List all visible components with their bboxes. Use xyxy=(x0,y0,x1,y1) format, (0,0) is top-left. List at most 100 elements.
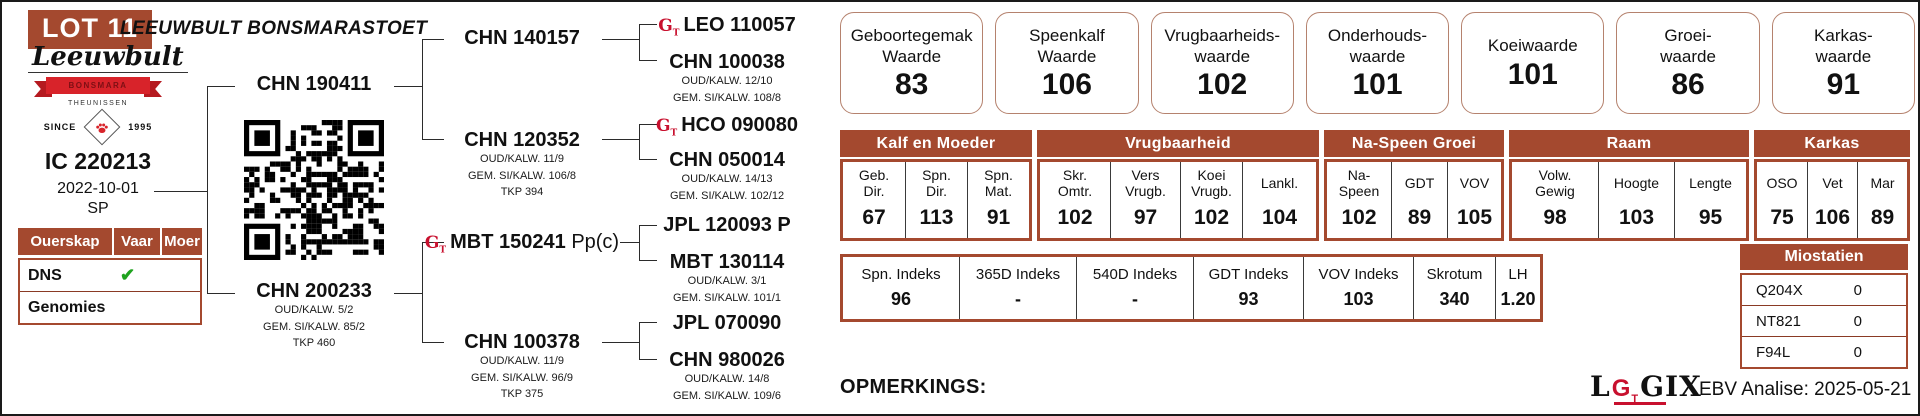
value-box-value: 101 xyxy=(1507,57,1558,91)
ebv-cell: Geb. Dir. 67 xyxy=(858,167,890,229)
pedigree-node-dam: CHN 200233 OUD/KALW. 5/2 GEM. SI/KALW. 8… xyxy=(239,281,389,352)
pedigree-connector-line xyxy=(207,86,208,293)
value-box-value: 86 xyxy=(1671,67,1705,101)
ebv-cell: Koei Vrugb. 102 xyxy=(1180,162,1242,238)
value-box-karkas: Karkas- waarde 91 xyxy=(1771,12,1915,114)
ouerskap-row-dns: DNS ✔ xyxy=(20,260,200,291)
subject-code: SP xyxy=(87,200,109,217)
animal-stat: TKP 394 xyxy=(500,186,544,198)
pedigree-connector-line xyxy=(394,293,422,294)
pedigree-node: CHN 100038 OUD/KALW. 12/10 GEM. SI/KALW.… xyxy=(642,52,812,106)
pedigree-connector-line xyxy=(422,242,423,342)
pedigree-connector-line xyxy=(207,86,235,87)
pedigree-node: CHN 980026 OUD/KALW. 14/8 GEM. SI/KALW. … xyxy=(642,350,812,404)
since-year: 1995 xyxy=(128,122,153,132)
value-box-label: Vrugbaarheids- waarde xyxy=(1164,26,1280,66)
pedigree-connector-line xyxy=(639,322,657,323)
value-box-value: 101 xyxy=(1352,67,1403,101)
value-box-geboortegemak: Geboortegemak Waarde 83 xyxy=(840,12,984,114)
pedigree-connector-line xyxy=(207,293,235,294)
pedigree-node-dam-dam: CHN 100378 OUD/KALW. 11/9 GEM. SI/KALW. … xyxy=(447,332,597,403)
indeks-cell: GDT Indeks 93 xyxy=(1193,257,1303,319)
animal-id: CHN 980026 xyxy=(669,349,785,371)
pedigree-connector-line xyxy=(639,24,640,60)
pedigree-connector-line xyxy=(422,39,423,139)
animal-id: CHN 100038 xyxy=(669,51,785,73)
pedigree-connector-line xyxy=(639,124,657,125)
ebv-cell: Spn. Dir. 113 xyxy=(905,162,967,238)
ebv-group-header: Karkas xyxy=(1754,130,1910,157)
animal-id: JPL 120093 P xyxy=(663,214,791,236)
indeks-cell: Skrotum 340 xyxy=(1413,257,1495,319)
animal-stat: OUD/KALW. 14/8 xyxy=(684,373,770,385)
ebv-group-header: Vrugbaarheid xyxy=(1037,130,1319,157)
pedigree-node-dam-sire: GT MBT 150241 Pp(c) xyxy=(422,232,622,256)
animal-id: GT MBT 150241 Pp(c) xyxy=(424,231,620,256)
pedigree-node: GT HCO 090080 xyxy=(642,115,812,139)
animal-stat: OUD/KALW. 3/1 xyxy=(687,275,767,287)
since-label: SINCE xyxy=(43,122,77,132)
animal-id: CHN 140157 xyxy=(464,27,580,49)
value-box-koei: Koeiwaarde 101 xyxy=(1461,12,1605,114)
pedigree-connector-line xyxy=(639,260,657,261)
paw-icon xyxy=(96,122,109,133)
gt-genomic-icon: GT xyxy=(424,233,447,256)
animal-id: GT HCO 090080 xyxy=(656,114,798,139)
pedigree-connector-line xyxy=(422,242,444,243)
miostatien-header: Miostatien xyxy=(1740,244,1908,270)
value-box-label: Onderhouds- waarde xyxy=(1327,26,1428,66)
value-box-label: Speenkalf Waarde xyxy=(1029,26,1105,66)
pedigree-connector-line xyxy=(422,139,444,140)
animal-stat: GEM. SI/KALW. 96/9 xyxy=(471,371,573,384)
value-box-onderhoud: Onderhouds- waarde 101 xyxy=(1305,12,1450,114)
animal-id: JPL 070090 xyxy=(672,312,782,334)
animal-id: GT LEO 110057 xyxy=(658,14,796,39)
pedigree-connector-line xyxy=(639,124,640,159)
pedigree-node: JPL 120093 P xyxy=(642,215,812,236)
subject-birth-date: 2022-10-01 xyxy=(57,180,139,197)
indeks-cell: Spn. Indeks 96 xyxy=(861,266,941,309)
farm-logo-script: Leeuwbult xyxy=(28,44,188,73)
value-box-label: Koeiwaarde xyxy=(1487,36,1578,56)
genomies-label: Genomies xyxy=(28,298,106,316)
animal-stat: OUD/KALW. 5/2 xyxy=(274,304,354,316)
dns-check-icon: ✔ xyxy=(120,265,136,285)
miostatien-row: F94L 0 xyxy=(1742,336,1906,367)
animal-stat: GEM. SI/KALW. 101/1 xyxy=(672,291,781,304)
pedigree-connector-line xyxy=(639,159,657,160)
ebv-cell: Skr. Omtr. 102 xyxy=(1057,167,1093,229)
opmerkings-label: OPMERKINGS: xyxy=(840,376,987,398)
ebv-cell: GDT 89 xyxy=(1391,162,1447,238)
ebv-group-body: OSO 75 Vet 106 Mar 89 xyxy=(1754,159,1910,241)
animal-stat: GEM. SI/KALW. 109/6 xyxy=(672,389,781,402)
pedigree-node-sire: CHN 190411 xyxy=(239,74,389,95)
pedigree-connector-line xyxy=(602,342,639,343)
animal-id: CHN 120352 xyxy=(464,129,580,151)
pedigree-node-sire-sire: CHN 140157 xyxy=(447,28,597,49)
ebv-group-header: Raam xyxy=(1509,130,1749,157)
ebv-cell: Na- Speen 102 xyxy=(1338,167,1380,229)
ebv-group-na-speen-groei: Na-Speen Groei Na- Speen 102 GDT 89 VOV 105 xyxy=(1324,130,1504,241)
pedigree-node: JPL 070090 xyxy=(642,313,812,334)
logo-ribbon-subtext: THEUNISSEN xyxy=(67,100,129,107)
animal-stat: OUD/KALW. 14/13 xyxy=(681,173,773,185)
ebv-cell: VOV 105 xyxy=(1447,162,1501,238)
ebv-analise-date: EBV Analise: 2025-05-21 xyxy=(1699,379,1912,400)
ebv-cell: OSO 75 xyxy=(1766,175,1798,229)
gt-genomic-icon: GT xyxy=(658,16,680,39)
value-box-speenkalf: Speenkalf Waarde 106 xyxy=(995,12,1139,114)
pedigree-connector-line xyxy=(602,139,639,140)
ebv-group-body: Skr. Omtr. 102 Vers Vrugb. 97 Koei Vrugb. 1… xyxy=(1037,159,1319,241)
ouerskap-row-genomies: Genomies xyxy=(20,291,200,323)
ebv-group-raam: Raam Volw. Gewig 98 Hoogte 103 Lengte 95 xyxy=(1509,130,1749,241)
pedigree-connector-line xyxy=(639,225,640,260)
pedigree-connector-line xyxy=(422,39,444,40)
animal-stat: OUD/KALW. 11/9 xyxy=(480,355,564,367)
value-box-vrugbaarheid: Vrugbaarheids- waarde 102 xyxy=(1150,12,1294,114)
ouerskap-table: Ouerskap Vaar Moer DNS ✔ Genomies xyxy=(18,228,202,325)
pedigree-connector-line xyxy=(639,359,657,360)
breeding-value-boxes: Geboortegemak Waarde 83 Speenkalf Waarde… xyxy=(840,12,1915,114)
logo-since-row: SINCE 1995 xyxy=(28,108,168,146)
ebv-group-vrugbaarheid: Vrugbaarheid Skr. Omtr. 102 Vers Vrugb. 97… xyxy=(1037,130,1319,241)
